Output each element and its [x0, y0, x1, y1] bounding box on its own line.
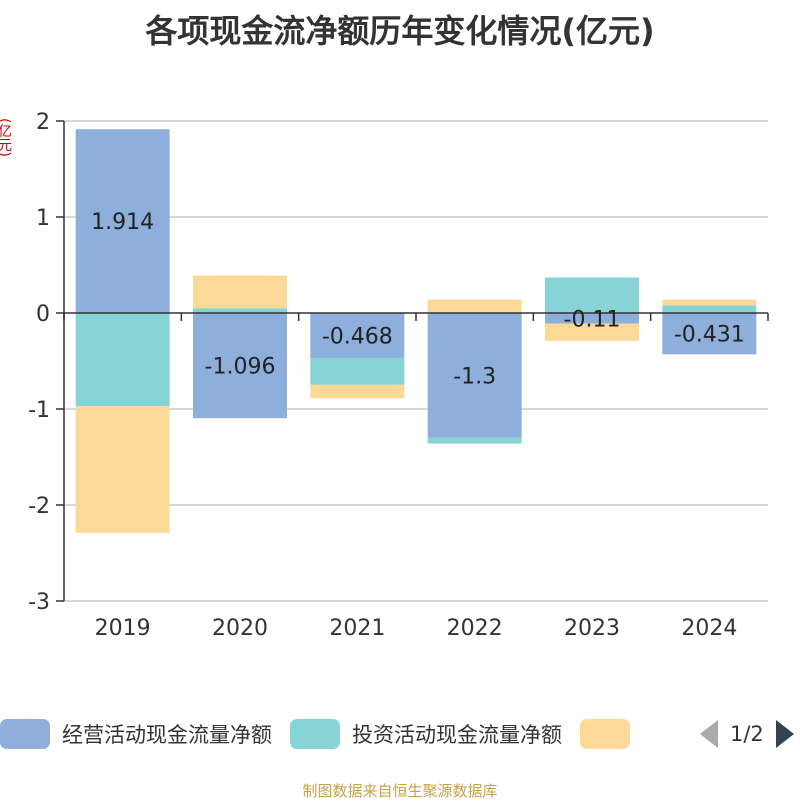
- x-tick-label-2021: 2021: [329, 616, 385, 641]
- bar-financing-2021: [310, 384, 405, 399]
- bar-operating-2024: [662, 313, 757, 355]
- data-source-note: 制图数据来自恒生聚源数据库: [302, 782, 498, 800]
- y-tick-label: -1: [28, 398, 50, 423]
- legend: 经营活动现金流量净额 投资活动现金流量净额 1/2: [0, 712, 800, 756]
- y-axis-unit-label: (亿元): [0, 118, 12, 157]
- legend-label-investing: 投资活动现金流量净额: [352, 723, 562, 747]
- bar-financing-2022: [427, 299, 522, 313]
- data-label-2020: -1.096: [205, 355, 276, 380]
- data-label-2023: -0.11: [564, 307, 621, 332]
- data-label-2021: -0.468: [322, 324, 393, 349]
- y-tick-label: -2: [28, 494, 50, 519]
- x-tick-label-2024: 2024: [681, 616, 737, 641]
- legend-label-operating: 经营活动现金流量净额: [62, 723, 272, 747]
- bar-financing-2020: [193, 275, 287, 309]
- legend-item-financing[interactable]: [580, 719, 642, 749]
- x-tick-label-2023: 2023: [564, 616, 620, 641]
- legend-item-operating[interactable]: 经营活动现金流量净额: [0, 719, 272, 749]
- bar-financing-2023: [545, 323, 639, 341]
- y-tick-label: -3: [28, 590, 50, 615]
- bar-operating-2019: [75, 129, 170, 313]
- y-tick-label: 1: [36, 206, 50, 231]
- data-label-2022: -1.3: [453, 364, 496, 389]
- bar-operating-2021: [310, 313, 405, 358]
- x-tick-label-2019: 2019: [95, 616, 151, 641]
- tick-labels: 2 1 0 -1 -2 -3 2019 2020 2021 2022 2023 2024: [28, 110, 737, 641]
- bar-investing-2024: [662, 305, 757, 313]
- bar-operating-2023: [545, 313, 639, 324]
- bar-investing-2023: [545, 277, 639, 313]
- y-tick-label: 2: [36, 110, 50, 135]
- legend-swatch-operating: [0, 719, 50, 749]
- bar-investing-2020: [193, 308, 287, 313]
- legend-swatch-investing: [290, 719, 340, 749]
- data-label-2019: 1.914: [91, 210, 154, 235]
- x-tick-label-2022: 2022: [447, 616, 503, 641]
- legend-item-investing[interactable]: 投资活动现金流量净额: [290, 719, 562, 749]
- legend-pager: 1/2: [700, 712, 794, 756]
- gridlines: [64, 120, 768, 602]
- chart-title: 各项现金流净额历年变化情况(亿元): [145, 12, 655, 50]
- legend-next-page-icon[interactable]: [775, 720, 794, 748]
- bar-investing-2019: [75, 313, 170, 407]
- bar-operating-2022: [427, 313, 522, 438]
- bar-investing-2021: [310, 357, 405, 385]
- legend-swatch-financing: [580, 719, 630, 749]
- data-label-2024: -0.431: [674, 323, 745, 348]
- bar-investing-2022: [427, 437, 522, 444]
- cash-flow-chart: 2 1 0 -1 -2 -3 2019 2020 2021 2022 2023 2024 1.914 -…: [28, 110, 769, 641]
- bar-operating-2020: [193, 313, 287, 419]
- legend-prev-page-icon[interactable]: [700, 720, 718, 748]
- legend-page-indicator: 1/2: [730, 722, 764, 746]
- bar-financing-2019: [75, 406, 170, 533]
- y-tick-label: 0: [36, 302, 50, 327]
- data-labels: 1.914 -1.096 -0.468 -1.3 -0.11 -0.431: [91, 210, 745, 389]
- axes: [56, 120, 769, 602]
- x-tick-label-2020: 2020: [212, 616, 268, 641]
- bar-financing-2024: [662, 299, 757, 306]
- bars: [75, 129, 757, 533]
